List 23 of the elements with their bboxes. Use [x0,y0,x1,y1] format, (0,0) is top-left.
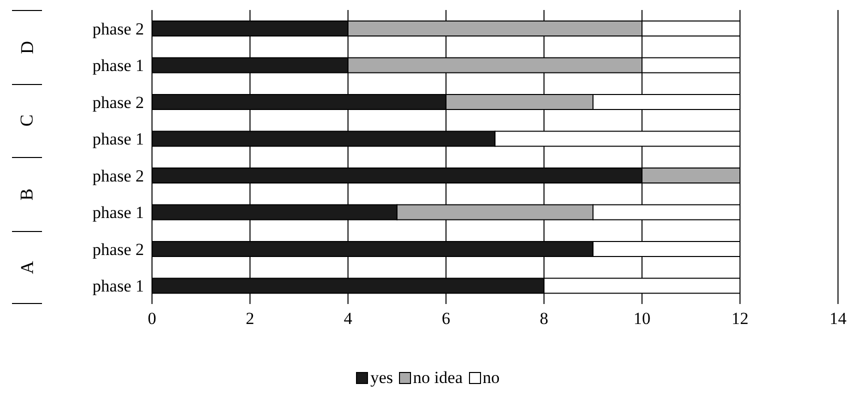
x-tick-label: 6 [442,309,450,328]
y-tick-label: phase 1 [92,203,144,222]
legend-label: no idea [412,368,463,388]
x-tick-label: 8 [540,309,548,328]
y-tick-label: phase 2 [92,92,144,112]
x-tick-label: 14 [830,309,847,328]
y-tick-label: phase 2 [92,166,144,186]
y-tick-label: phase 2 [92,19,144,38]
y-tick-label: phase 1 [92,130,144,149]
legend-label: no [482,368,500,388]
legend-label: yes [369,368,394,388]
text: D [16,40,38,54]
x-tick-label: 4 [344,309,353,328]
text: A [16,260,38,274]
text: C [16,114,38,127]
y-tick-label: phase 2 [92,240,144,259]
x-tick-label: 2 [246,309,254,328]
text: B [16,188,38,200]
x-tick-label: 10 [634,309,650,328]
x-tick-label: 0 [148,309,156,328]
x-tick-label: 12 [732,309,748,328]
y-tick-label: phase 1 [92,276,144,296]
y-tick-label: phase 1 [92,56,144,76]
